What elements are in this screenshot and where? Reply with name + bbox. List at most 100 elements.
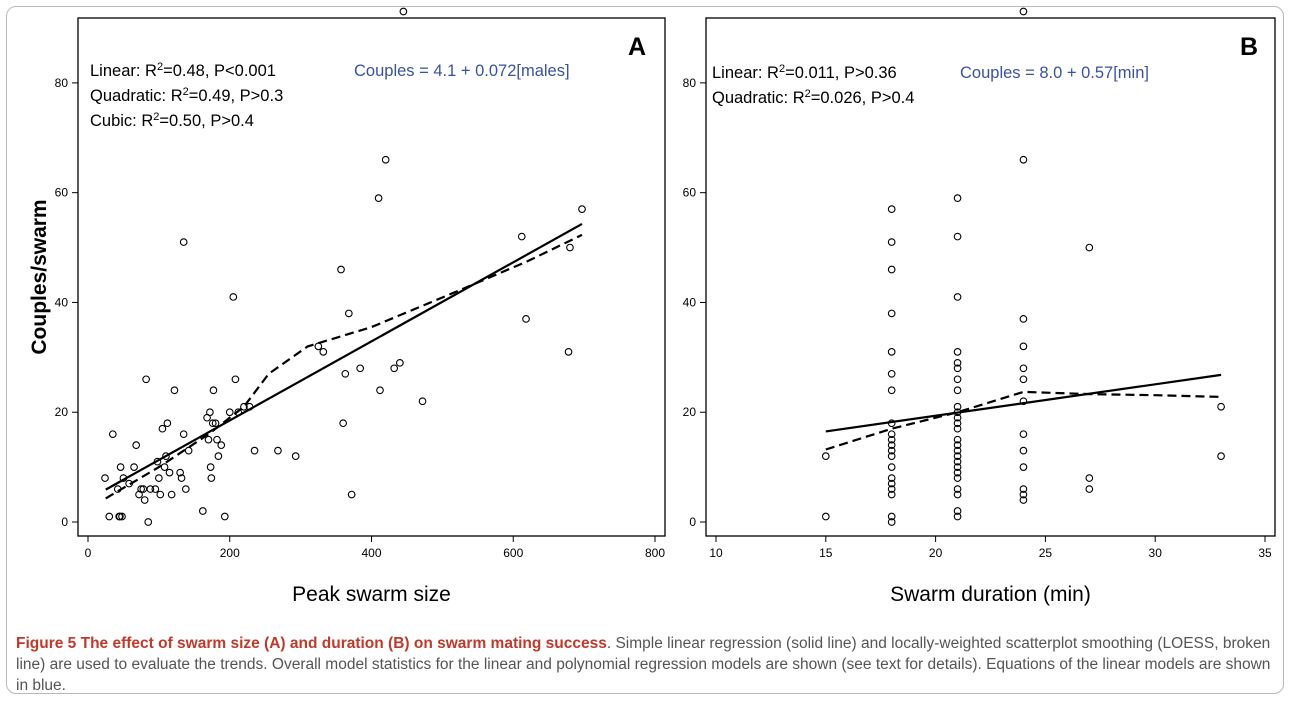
data-point — [1019, 375, 1028, 384]
data-point — [1019, 342, 1028, 351]
caption-title: Figure 5 The effect of swarm size (A) an… — [16, 635, 607, 652]
data-point — [176, 468, 184, 477]
panel-a: 0 200 400 600 800 0 20 40 60 80 Peak swarm size A Li… — [55, 7, 666, 606]
model-values: =0.50, P>0.4 — [159, 112, 254, 130]
data-point — [184, 446, 193, 455]
data-point — [887, 512, 896, 521]
y-tick-label: 80 — [683, 76, 697, 90]
y-tick-label: 0 — [689, 515, 696, 529]
data-point — [105, 512, 114, 521]
loess-line — [825, 390, 1222, 451]
data-point — [953, 468, 962, 477]
data-point — [206, 408, 214, 417]
data-point — [374, 194, 383, 203]
data-point — [887, 309, 896, 318]
data-point — [1019, 397, 1028, 406]
data-point — [167, 490, 176, 499]
data-point — [170, 386, 179, 395]
panel-letter: A — [628, 33, 646, 61]
data-point — [566, 243, 574, 252]
data-point — [1085, 243, 1094, 252]
x-tick-label: 15 — [819, 546, 833, 560]
data-point — [217, 441, 226, 450]
data-point — [1019, 463, 1028, 471]
data-point — [1019, 315, 1028, 323]
data-point — [314, 342, 323, 351]
x-axis-title: Peak swarm size — [292, 583, 451, 606]
x-tick-label: 0 — [85, 546, 92, 560]
data-point — [156, 490, 165, 499]
x-tick-label: 200 — [220, 546, 240, 560]
panel-b: 10 15 20 25 30 35 0 20 40 60 80 Swarm duration (min… — [683, 7, 1276, 606]
data-point — [578, 205, 586, 213]
data-point — [887, 463, 896, 471]
data-point — [291, 452, 300, 460]
data-point — [1019, 446, 1028, 455]
data-point — [214, 452, 223, 460]
model-stat: Cubic: R2=0.50, P>0.4 — [90, 111, 254, 130]
x-tick-label: 20 — [929, 546, 943, 560]
data-point — [399, 7, 408, 16]
data-point — [953, 490, 962, 499]
data-point — [206, 463, 215, 471]
data-point — [155, 474, 163, 482]
superscript-2: 2 — [153, 111, 159, 123]
data-point — [887, 430, 896, 439]
data-point — [198, 507, 207, 515]
data-point — [220, 512, 229, 521]
y-tick-label: 20 — [683, 405, 697, 419]
data-point — [887, 446, 896, 455]
data-point — [207, 474, 216, 482]
model-values: =0.011, P>0.36 — [785, 64, 897, 82]
data-point — [887, 435, 896, 444]
x-tick-label: 800 — [645, 546, 665, 560]
data-point — [522, 315, 530, 323]
data-point — [1019, 496, 1028, 504]
data-point — [213, 435, 221, 444]
superscript-2: 2 — [779, 63, 785, 75]
data-point — [116, 512, 124, 521]
model-name: Linear: R — [90, 62, 157, 80]
data-point — [158, 424, 167, 433]
data-point — [953, 441, 962, 450]
data-point — [1217, 452, 1225, 460]
data-point — [1217, 402, 1225, 411]
data-point — [953, 507, 962, 515]
data-point — [418, 397, 427, 406]
data-point — [953, 435, 962, 444]
figure-frame — [6, 6, 1284, 694]
x-axis-title: Swarm duration (min) — [890, 583, 1091, 606]
data-point — [179, 238, 188, 246]
data-point — [953, 512, 962, 521]
model-stat: Quadratic: R2=0.49, P>0.3 — [90, 86, 283, 105]
data-point — [564, 347, 573, 356]
data-point — [101, 474, 109, 482]
data-point — [108, 430, 117, 439]
regression-equation: Couples = 4.1 + 0.072[males] — [354, 62, 570, 80]
loess-line — [105, 233, 583, 500]
y-tick-label: 60 — [55, 186, 69, 200]
data-point — [179, 430, 188, 439]
data-point — [204, 435, 213, 444]
data-point — [953, 232, 962, 241]
panel-letter: B — [1240, 33, 1258, 61]
data-point — [953, 452, 962, 460]
data-point — [347, 490, 356, 499]
y-tick-label: 20 — [55, 405, 69, 419]
data-points — [101, 7, 586, 526]
superscript-2: 2 — [157, 61, 163, 73]
data-point — [887, 479, 896, 488]
data-point — [1019, 485, 1028, 493]
data-point — [116, 463, 125, 471]
data-point — [163, 419, 172, 428]
figure-caption: Figure 5 The effect of swarm size (A) an… — [16, 633, 1278, 696]
data-point — [887, 347, 896, 356]
data-point — [887, 485, 896, 493]
y-tick-label: 80 — [55, 76, 69, 90]
data-point — [887, 518, 896, 526]
data-point — [953, 419, 962, 428]
data-point — [953, 375, 962, 384]
data-points — [821, 7, 1225, 526]
model-name: Cubic: R — [90, 112, 153, 130]
